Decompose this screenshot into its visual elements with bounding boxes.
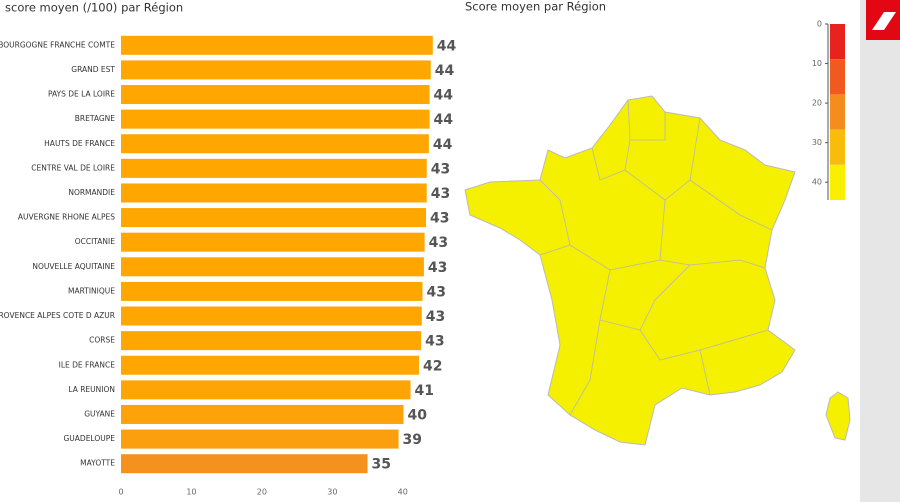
bar [121, 134, 429, 154]
bar [121, 208, 427, 228]
logo-mark [872, 12, 896, 30]
bar [121, 355, 419, 375]
colorbar-tick-label: 30 [812, 138, 822, 147]
value-label: 44 [434, 88, 454, 104]
x-tick-label: 0 [118, 488, 123, 497]
category-label: PAYS DE LA LOIRE [48, 90, 115, 99]
bar [121, 257, 424, 277]
colorbar-band [830, 94, 845, 130]
value-label: 39 [403, 432, 422, 448]
value-label: 41 [415, 383, 434, 399]
category-label: PROVENCE ALPES COTE D AZUR [0, 311, 115, 320]
colorbar-tick-label: 40 [812, 178, 822, 187]
bar [121, 454, 368, 474]
bar [121, 60, 431, 80]
category-label: BOURGOGNE FRANCHE COMTE [0, 40, 115, 49]
value-label: 44 [437, 38, 457, 54]
category-label: LA REUNION [68, 385, 115, 394]
colorbar-band [830, 24, 845, 60]
x-tick-label: 20 [257, 488, 267, 497]
corsica [825, 391, 851, 441]
map [464, 95, 851, 446]
category-label: GUADELOUPE [63, 434, 115, 443]
category-label: ILE DE FRANCE [59, 360, 116, 369]
category-label: NORMANDIE [68, 188, 115, 197]
bar [121, 281, 423, 301]
value-label: 44 [435, 63, 455, 79]
colorbar-band [830, 59, 845, 95]
region-borders [539, 99, 773, 416]
value-label: 43 [430, 211, 449, 227]
colorbar-band [830, 164, 845, 200]
value-label: 42 [423, 358, 442, 374]
value-label: 43 [426, 309, 445, 325]
category-label: BRETAGNE [75, 114, 116, 123]
bar [121, 183, 427, 203]
map-title: Score moyen par Région [465, 0, 606, 14]
category-label: GUYANE [84, 409, 115, 418]
bar [121, 380, 411, 400]
value-label: 40 [407, 407, 427, 423]
category-label: HAUTS DE FRANCE [44, 139, 115, 148]
value-label: 35 [372, 457, 391, 473]
bar [121, 232, 425, 252]
bar [121, 35, 433, 55]
side-panel [860, 0, 900, 502]
x-tick-label: 30 [327, 488, 337, 497]
category-label: GRAND EST [71, 65, 115, 74]
bar [121, 429, 399, 449]
value-label: 43 [429, 235, 448, 251]
category-label: OCCITANIE [75, 237, 116, 246]
category-label: MAYOTTE [80, 459, 115, 468]
colorbar-tick-label: 10 [812, 59, 822, 68]
bar [121, 404, 404, 424]
value-label: 43 [431, 186, 450, 202]
bar-title: score moyen (/100) par Région [5, 1, 183, 15]
bar [121, 85, 430, 105]
category-label: MARTINIQUE [68, 286, 115, 295]
colorbar-tick-label: 20 [812, 99, 822, 108]
france [464, 95, 796, 446]
colorbar-band [830, 129, 845, 165]
category-label: CORSE [89, 336, 115, 345]
value-label: 44 [434, 112, 454, 128]
value-label: 44 [433, 137, 453, 153]
bar [121, 306, 422, 326]
x-tick-label: 10 [186, 488, 196, 497]
x-tick-label: 40 [398, 488, 408, 497]
bar [121, 331, 422, 351]
category-label: NOUVELLE AQUITAINE [32, 262, 115, 271]
value-label: 43 [431, 161, 450, 177]
colorbar-tick-label: 0 [817, 20, 822, 29]
value-label: 43 [428, 260, 447, 276]
category-label: CENTRE VAL DE LOIRE [31, 163, 115, 172]
bar [121, 109, 430, 129]
value-label: 43 [425, 334, 444, 350]
category-label: AUVERGNE RHONE ALPES [18, 213, 115, 222]
bar [121, 158, 427, 178]
value-label: 43 [427, 284, 446, 300]
